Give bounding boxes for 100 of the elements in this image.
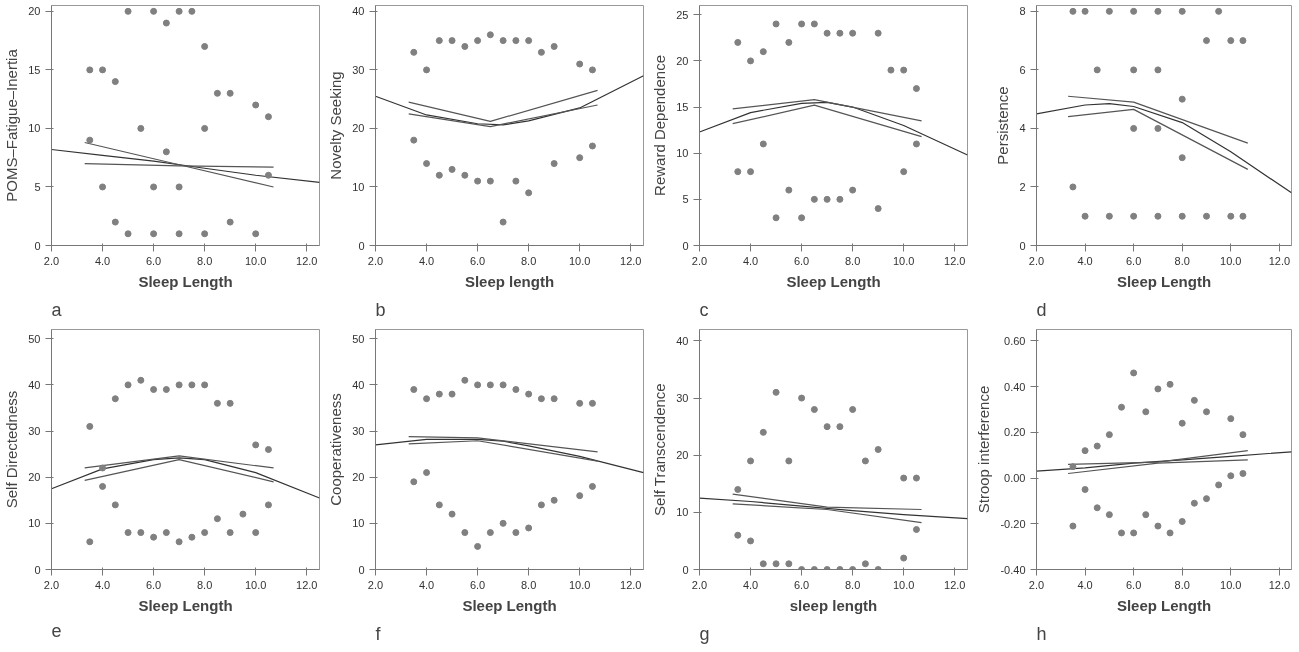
x-tick-label: 8.0 bbox=[1174, 254, 1190, 267]
y-tick-label: 10 bbox=[28, 517, 41, 530]
x-tick-label: 12.0 bbox=[620, 254, 642, 267]
x-tick-label: 4.0 bbox=[1077, 254, 1093, 267]
y-tick-label: 2 bbox=[1019, 180, 1026, 193]
x-tick-label: 10.0 bbox=[892, 254, 915, 267]
x-tick-label: 12.0 bbox=[944, 578, 966, 591]
x-tick-label: 8.0 bbox=[521, 578, 537, 591]
y-tick-label: -0.40 bbox=[1000, 563, 1026, 576]
text: f bbox=[375, 623, 382, 644]
y-tick-label: 20 bbox=[676, 54, 689, 67]
x-tick-label: 4.0 bbox=[94, 578, 111, 591]
x-tick-label: 2.0 bbox=[367, 254, 384, 267]
y-tick-label: 30 bbox=[352, 425, 365, 438]
y-tick-label: 0.00 bbox=[1004, 472, 1026, 485]
x-tick-label: 6.0 bbox=[469, 254, 486, 267]
x-tick-label: 10.0 bbox=[1220, 254, 1242, 267]
y-tick-label: 0.60 bbox=[1004, 334, 1026, 347]
x-tick-label: 8.0 bbox=[845, 578, 861, 591]
y-tick-label: 20 bbox=[28, 5, 41, 18]
y-tick-label: 50 bbox=[28, 332, 41, 345]
y-tick-label: 40 bbox=[352, 5, 365, 18]
y-tick-label: 30 bbox=[352, 63, 365, 76]
y-tick-label: 0 bbox=[358, 239, 365, 252]
text: g bbox=[699, 623, 710, 644]
y-axis-title: Self Transcendence bbox=[651, 383, 669, 516]
x-tick-label: 8.0 bbox=[845, 254, 861, 267]
x-tick-label: 2.0 bbox=[1028, 578, 1045, 591]
x-tick-label: 4.0 bbox=[742, 578, 759, 591]
x-tick-label: 6.0 bbox=[469, 578, 486, 591]
x-tick-label: 4.0 bbox=[742, 254, 759, 267]
y-tick-label: 20 bbox=[28, 471, 41, 484]
y-tick-label: 0.40 bbox=[1004, 380, 1026, 393]
x-axis-title: Sleep Length bbox=[1116, 596, 1212, 614]
y-axis-title: Reward Dependence bbox=[651, 55, 669, 196]
x-tick-label: 12.0 bbox=[620, 578, 642, 591]
x-axis-title: Sleep Length bbox=[786, 272, 881, 290]
y-axis-title: Cooperativeness bbox=[327, 393, 345, 506]
y-axis-title: Self Directedness bbox=[3, 390, 21, 509]
x-tick-label: 4.0 bbox=[1077, 578, 1093, 591]
y-axis-title: Novelty Seeking bbox=[327, 71, 345, 180]
y-tick-label: 6 bbox=[1019, 63, 1026, 76]
x-tick-label: 4.0 bbox=[418, 254, 435, 267]
y-tick-label: 5 bbox=[682, 193, 689, 206]
x-tick-label: 6.0 bbox=[1126, 254, 1142, 267]
y-tick-label: 20 bbox=[352, 471, 365, 484]
x-tick-label: 4.0 bbox=[418, 578, 435, 591]
x-axis-title: sleep length bbox=[789, 596, 878, 614]
x-tick-label: 12.0 bbox=[1268, 254, 1291, 267]
y-tick-label: 0.20 bbox=[1004, 426, 1026, 439]
y-tick-label: 20 bbox=[352, 122, 365, 135]
x-tick-label: 10.0 bbox=[244, 578, 267, 591]
x-tick-label: 2.0 bbox=[43, 578, 60, 591]
x-tick-label: 2.0 bbox=[691, 578, 708, 591]
x-tick-label: 6.0 bbox=[793, 578, 810, 591]
x-axis-title: Sleep Length bbox=[138, 596, 233, 614]
x-tick-label: 8.0 bbox=[521, 254, 537, 267]
x-tick-label: 6.0 bbox=[145, 254, 162, 267]
y-tick-label: 10 bbox=[28, 122, 41, 135]
x-axis-title: Sleep Length bbox=[1116, 272, 1212, 290]
y-tick-label: 40 bbox=[352, 378, 365, 391]
x-tick-label: 12.0 bbox=[296, 254, 318, 267]
x-axis-title: Sleep Length bbox=[462, 596, 557, 614]
y-tick-label: 10 bbox=[676, 506, 689, 519]
y-tick-label: 10 bbox=[352, 517, 365, 530]
x-tick-label: 10.0 bbox=[568, 578, 591, 591]
x-tick-label: 2.0 bbox=[691, 254, 708, 267]
y-tick-label: 40 bbox=[28, 378, 41, 391]
y-tick-label: 50 bbox=[352, 332, 365, 345]
text: a bbox=[51, 299, 63, 320]
y-tick-label: 0 bbox=[34, 563, 41, 576]
x-tick-label: 2.0 bbox=[367, 578, 384, 591]
x-tick-label: 10.0 bbox=[892, 578, 915, 591]
text: e bbox=[51, 620, 62, 641]
text: c bbox=[699, 299, 709, 320]
x-tick-label: 12.0 bbox=[1268, 578, 1291, 591]
y-tick-label: 0 bbox=[34, 239, 41, 252]
y-tick-label: 8 bbox=[1019, 5, 1026, 18]
x-tick-label: 2.0 bbox=[1028, 254, 1045, 267]
y-tick-label: 0 bbox=[682, 239, 689, 252]
y-tick-label: 20 bbox=[676, 449, 689, 462]
x-tick-label: 10.0 bbox=[568, 254, 591, 267]
text: b bbox=[375, 299, 386, 320]
x-tick-label: 6.0 bbox=[793, 254, 810, 267]
x-tick-label: 10.0 bbox=[244, 254, 267, 267]
y-tick-label: 30 bbox=[28, 425, 41, 438]
y-tick-label: 15 bbox=[676, 101, 689, 114]
x-tick-label: 8.0 bbox=[1174, 578, 1190, 591]
x-tick-label: 8.0 bbox=[197, 254, 213, 267]
y-axis-title: Persistence bbox=[994, 86, 1012, 165]
y-tick-label: 40 bbox=[676, 334, 689, 347]
x-tick-label: 12.0 bbox=[944, 254, 966, 267]
y-tick-label: 0 bbox=[1019, 239, 1026, 252]
y-axis-title: Stroop interference bbox=[975, 385, 993, 514]
x-axis-title: Sleep length bbox=[464, 272, 555, 290]
y-axis-title: POMS–Fatigue–Inertia bbox=[3, 48, 21, 202]
x-tick-label: 8.0 bbox=[197, 578, 213, 591]
x-tick-label: 6.0 bbox=[145, 578, 162, 591]
y-tick-label: 4 bbox=[1019, 122, 1026, 135]
x-tick-label: 2.0 bbox=[43, 254, 60, 267]
